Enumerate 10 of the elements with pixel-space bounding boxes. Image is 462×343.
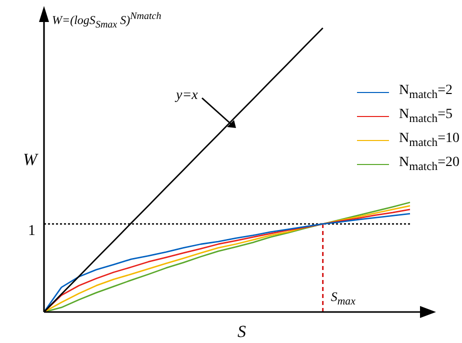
text: 1 (28, 223, 36, 240)
annotation: S$_{max}$ (330, 288, 356, 308)
y-axis-title: W (23, 150, 38, 170)
legend-label: N$_{match}$=5 (399, 107, 453, 125)
chart-title: W=(logS$_{Smax}$ S)$^{Nmatch}$ (52, 10, 162, 30)
legend-label: N$_{match}$=10 (399, 131, 460, 149)
annotation: y=x (176, 88, 198, 104)
legend-label: N$_{match}$=2 (399, 83, 453, 101)
legend-label: N$_{match}$=20 (399, 155, 460, 173)
x-axis-title: S (238, 322, 246, 342)
